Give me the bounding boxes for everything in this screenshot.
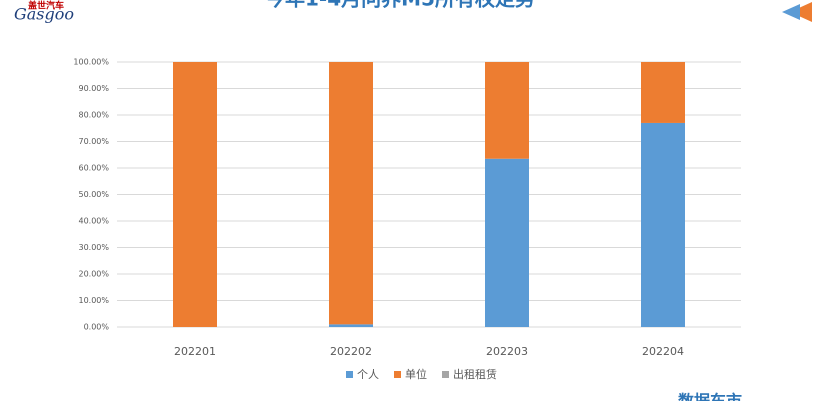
legend-label: 个人 bbox=[357, 368, 379, 381]
x-tick-label: 202204 bbox=[642, 345, 684, 358]
bar-segment bbox=[329, 324, 373, 327]
legend-swatch bbox=[394, 371, 401, 378]
bar-segment bbox=[485, 158, 529, 327]
logo-cn: 盖世汽车 bbox=[28, 0, 64, 12]
y-tick-label: 80.00% bbox=[78, 111, 109, 120]
y-tick-label: 60.00% bbox=[78, 164, 109, 173]
legend-swatch bbox=[442, 371, 449, 378]
bar-segment bbox=[485, 62, 529, 159]
logo-en: Gasgoo bbox=[14, 5, 74, 24]
x-tick-label: 202203 bbox=[486, 345, 528, 358]
corner-arrow bbox=[790, 2, 812, 22]
x-tick-label: 202202 bbox=[330, 345, 372, 358]
y-tick-label: 20.00% bbox=[78, 270, 109, 279]
legend-swatch bbox=[346, 371, 353, 378]
x-tick-label: 202201 bbox=[174, 345, 216, 358]
legend-label: 单位 bbox=[405, 367, 427, 381]
legend-label: 出租租赁 bbox=[453, 367, 497, 381]
chart-title: 今年1-4月问界M5所有权走势 bbox=[265, 0, 535, 11]
bar-segment bbox=[641, 62, 685, 123]
y-tick-label: 30.00% bbox=[78, 243, 109, 252]
y-tick-label: 70.00% bbox=[78, 137, 109, 146]
bar-segment bbox=[641, 122, 685, 327]
y-tick-label: 10.00% bbox=[78, 296, 109, 305]
corner-arrow bbox=[782, 4, 800, 20]
footer-brand: 数据车市 bbox=[678, 392, 742, 401]
y-tick-label: 90.00% bbox=[78, 84, 109, 93]
bar-segment bbox=[173, 62, 217, 327]
y-tick-label: 0.00% bbox=[84, 323, 110, 332]
y-tick-label: 50.00% bbox=[78, 190, 109, 199]
y-tick-label: 100.00% bbox=[73, 58, 109, 67]
y-tick-label: 40.00% bbox=[78, 217, 109, 226]
bar-segment bbox=[329, 62, 373, 325]
